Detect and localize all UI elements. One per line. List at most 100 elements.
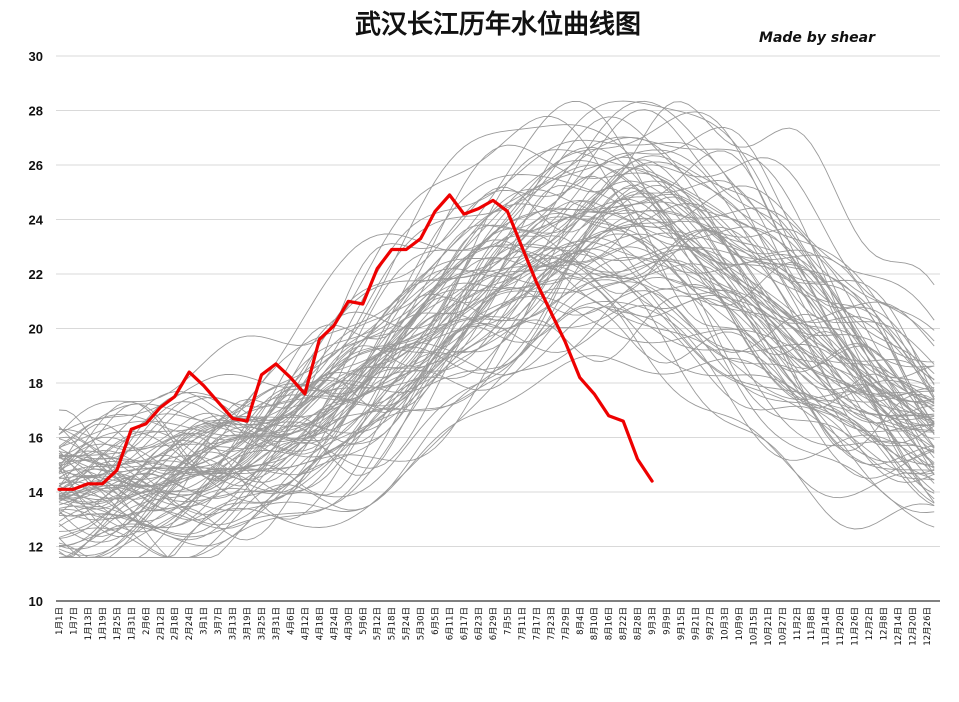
x-tick-label: 7月5日 xyxy=(503,607,513,635)
historical-series-line xyxy=(58,175,935,492)
y-tick-label: 10 xyxy=(29,594,43,609)
x-tick-label: 12月20日 xyxy=(908,607,918,646)
x-tick-label: 10月3日 xyxy=(720,607,730,640)
x-tick-label: 2月12日 xyxy=(156,607,166,640)
x-tick-label: 12月2日 xyxy=(865,607,875,640)
x-tick-label: 9月3日 xyxy=(648,607,658,635)
x-tick-label: 2月6日 xyxy=(142,607,152,635)
x-tick-label: 2月18日 xyxy=(171,607,181,640)
x-tick-label: 8月10日 xyxy=(590,607,600,640)
x-tick-label: 7月29日 xyxy=(561,607,571,640)
x-tick-label: 11月14日 xyxy=(822,607,832,646)
historical-series-line xyxy=(58,161,935,556)
historical-series-line xyxy=(58,250,935,517)
x-tick-label: 12月26日 xyxy=(923,607,933,646)
x-tick-label: 3月31日 xyxy=(272,607,282,640)
historical-series-line xyxy=(58,157,935,460)
x-tick-label: 10月15日 xyxy=(749,607,759,646)
x-tick-label: 7月11日 xyxy=(518,607,528,640)
x-tick-label: 1月19日 xyxy=(98,607,108,640)
x-tick-label: 5月30日 xyxy=(417,607,427,640)
historical-series-line xyxy=(58,200,935,494)
historical-series-line xyxy=(58,136,935,486)
x-tick-label: 6月29日 xyxy=(489,607,499,640)
x-tick-label: 11月2日 xyxy=(793,607,803,640)
x-tick-label: 3月7日 xyxy=(214,607,224,635)
historical-series-line xyxy=(58,277,935,521)
x-tick-label: 6月5日 xyxy=(431,607,441,635)
historical-series-line xyxy=(58,279,935,538)
historical-series-line xyxy=(58,159,935,448)
x-tick-label: 4月30日 xyxy=(344,607,354,640)
x-tick-label: 3月13日 xyxy=(229,607,239,640)
historical-series-line xyxy=(58,256,935,541)
x-tick-label: 5月24日 xyxy=(402,607,412,640)
historical-series-line xyxy=(58,146,935,466)
x-tick-label: 2月24日 xyxy=(185,607,195,640)
y-tick-label: 12 xyxy=(29,540,43,555)
x-tick-label: 11月8日 xyxy=(807,607,817,640)
historical-series-line xyxy=(58,187,935,512)
x-tick-label: 3月19日 xyxy=(243,607,253,640)
historical-series-line xyxy=(58,210,935,505)
x-tick-label: 10月21日 xyxy=(764,607,774,646)
x-tick-label: 8月16日 xyxy=(605,607,615,640)
x-tick-label: 1月31日 xyxy=(127,607,137,640)
x-tick-label: 12月14日 xyxy=(894,607,904,646)
historical-year-lines xyxy=(58,100,935,558)
y-tick-label: 16 xyxy=(29,431,43,446)
historical-series-line xyxy=(58,261,935,497)
x-tick-label: 8月22日 xyxy=(619,607,629,640)
x-axis-ticks: 1月1日 1月7日 1月13日 1月19日 1月25日 1月31日 2月6日 2月12日 2月1… xyxy=(55,607,933,646)
x-tick-label: 11月26日 xyxy=(851,607,861,646)
historical-series-line xyxy=(58,184,935,472)
historical-series-line xyxy=(58,193,935,464)
y-tick-label: 20 xyxy=(29,322,43,337)
historical-series-line xyxy=(58,100,935,543)
x-tick-label: 5月6日 xyxy=(359,607,369,635)
historical-series-line xyxy=(59,274,935,558)
historical-series-line xyxy=(58,231,935,499)
x-tick-label: 4月18日 xyxy=(315,607,325,640)
x-tick-label: 6月17日 xyxy=(460,607,470,640)
chart-title: 武汉长江历年水位曲线图 xyxy=(355,9,641,40)
y-tick-label: 14 xyxy=(29,485,44,500)
historical-series-line xyxy=(58,286,935,479)
y-tick-label: 30 xyxy=(29,49,43,64)
historical-series-line xyxy=(58,306,935,541)
x-tick-label: 6月11日 xyxy=(446,607,456,640)
historical-series-line xyxy=(58,304,935,500)
historical-series-line xyxy=(58,164,935,497)
historical-series-line xyxy=(58,124,935,498)
historical-series-line xyxy=(58,159,935,558)
x-tick-label: 9月27日 xyxy=(706,607,716,640)
x-tick-label: 5月18日 xyxy=(388,607,398,640)
y-tick-label: 24 xyxy=(29,213,44,228)
x-tick-label: 10月27日 xyxy=(778,607,788,646)
historical-series-line xyxy=(58,116,935,435)
y-tick-label: 22 xyxy=(29,267,43,282)
historical-series-line xyxy=(58,250,935,511)
x-tick-label: 11月20日 xyxy=(836,607,846,646)
x-tick-label: 6月23日 xyxy=(475,607,485,640)
historical-series-line xyxy=(58,136,935,487)
current-year-line-group xyxy=(57,193,654,491)
historical-series-line xyxy=(59,207,935,451)
y-tick-label: 18 xyxy=(29,376,43,391)
x-tick-label: 7月23日 xyxy=(547,607,557,640)
x-tick-label: 9月15日 xyxy=(677,607,687,640)
historical-series-line xyxy=(58,245,935,449)
x-tick-label: 1月25日 xyxy=(113,607,123,640)
y-tick-label: 26 xyxy=(29,158,43,173)
historical-series-line xyxy=(58,155,935,523)
x-tick-label: 8月4日 xyxy=(576,607,586,635)
historical-series-line xyxy=(58,167,935,558)
historical-series-line xyxy=(58,201,935,529)
x-tick-label: 4月24日 xyxy=(330,607,340,640)
x-tick-label: 3月25日 xyxy=(258,607,268,640)
historical-series-line xyxy=(58,288,935,493)
x-tick-label: 9月21日 xyxy=(691,607,701,640)
historical-series-line xyxy=(58,276,935,529)
x-tick-label: 3月1日 xyxy=(200,607,210,635)
